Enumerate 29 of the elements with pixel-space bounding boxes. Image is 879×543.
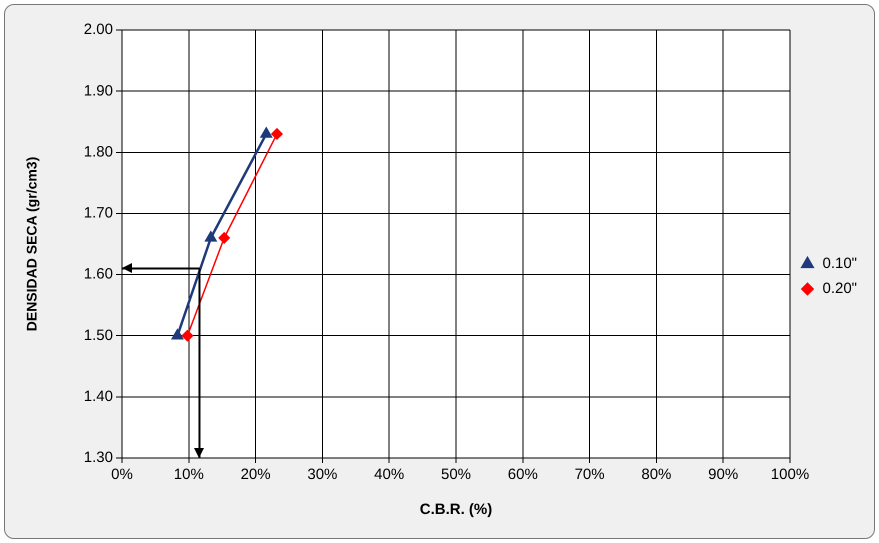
point [172,329,184,340]
point [271,128,283,140]
x-tick-label: 10% [174,466,204,484]
x-tick-label: 20% [240,466,271,484]
x-tick-label: 70% [574,466,605,484]
x-tick-label: 30% [307,466,338,484]
x-tick-label: 90% [708,466,738,484]
point [182,330,194,342]
y-tick-label: 1.50 [84,326,113,344]
point [205,232,216,242]
x-tick-label: 40% [374,466,404,484]
y-tick-label: 1.30 [84,449,113,466]
x-tick-label: 0% [111,466,133,484]
point [218,232,230,244]
y-tick-label: 2.00 [84,21,113,38]
x-tick-label: 100% [770,466,810,484]
legend-label: 0.10" [822,255,858,272]
y-tick-label: 1.60 [84,266,113,283]
y-axis-title: DENSIDAD SECA (gr/cm3) [23,156,40,332]
legend-label: 0.20" [822,280,858,298]
x-tick-label: 80% [641,466,672,484]
x-axis-title: C.B.R. (%) [420,501,492,518]
y-tick-label: 1.80 [84,143,113,160]
point [260,128,272,138]
y-tick-label: 1.90 [84,82,113,100]
y-tick-label: 1.40 [84,388,113,405]
y-tick-label: 1.70 [84,204,113,222]
x-tick-label: 60% [508,466,538,484]
x-tick-label: 50% [440,466,472,484]
